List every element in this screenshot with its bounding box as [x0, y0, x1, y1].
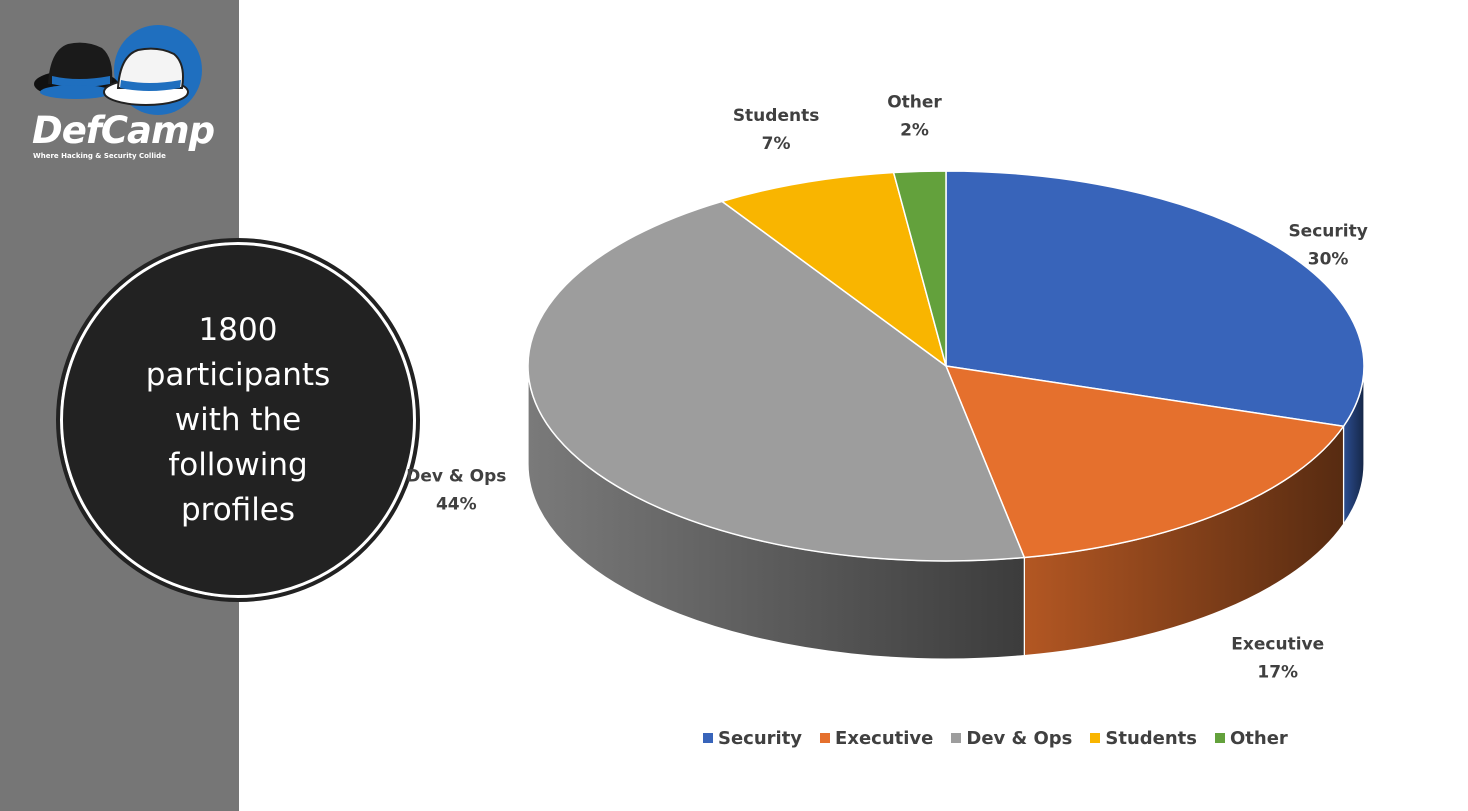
legend-item-security: Security — [703, 728, 802, 749]
data-label-name: Executive — [1231, 635, 1324, 655]
data-label-value: 30% — [1308, 249, 1349, 269]
legend-item-other: Other — [1215, 728, 1288, 749]
pie-slice-students — [720, 171, 948, 368]
data-label-executive: Executive 17% — [1231, 635, 1324, 683]
data-label-security: Security 30% — [1288, 221, 1367, 269]
badge-line: following — [168, 446, 308, 483]
brand-tagline: Where Hacking & Security Collide — [33, 152, 166, 160]
pie-data-labels: Security 30% Executive 17% Dev & Ops 44% Stude… — [406, 92, 1368, 682]
badge-line: 1800 — [198, 311, 278, 348]
data-label-name: Security — [1288, 221, 1367, 241]
data-label-other: Other 2% — [887, 92, 942, 140]
legend-label: Security — [718, 727, 803, 749]
defcamp-logo — [28, 18, 208, 168]
legend-swatch — [1090, 733, 1101, 743]
legend-label: Dev & Ops — [966, 727, 1073, 749]
legend-swatch — [820, 733, 831, 743]
brand-name: DefCamp — [32, 109, 215, 152]
participants-badge: 1800 participants with the following pro… — [56, 238, 420, 602]
data-label-name: Dev & Ops — [406, 466, 506, 486]
legend-swatch — [1215, 733, 1225, 743]
badge-line: with the — [174, 401, 302, 438]
chart-legend: Security Executive Dev & Ops Students Ot… — [703, 725, 1288, 751]
pie-side-walls — [527, 365, 1365, 660]
legend-swatch — [951, 733, 962, 743]
legend-item-dev-ops: Dev & Ops — [951, 728, 1072, 749]
data-label-value: 44% — [436, 494, 477, 514]
data-label-value: 2% — [900, 120, 929, 140]
pie-slice-dev-ops — [527, 200, 1026, 562]
data-label-dev-ops: Dev & Ops 44% — [406, 466, 506, 514]
pie-slice-security — [945, 170, 1365, 428]
pie-slice-executive — [944, 365, 1345, 559]
data-label-name: Students — [733, 106, 820, 126]
data-label-name: Other — [887, 92, 942, 112]
legend-item-students: Students — [1090, 728, 1197, 749]
data-label-students: Students 7% — [733, 106, 820, 154]
legend-label: Other — [1230, 727, 1288, 749]
legend-label: Students — [1105, 727, 1197, 749]
pie-slices — [527, 170, 1365, 562]
pie-slice-other — [892, 170, 947, 367]
legend-item-executive: Executive — [820, 728, 933, 749]
hats-icon — [34, 25, 202, 115]
badge-line: profiles — [180, 491, 296, 528]
badge-line: participants — [145, 356, 331, 393]
badge-text: 1800 participants with the following pro… — [118, 308, 358, 533]
data-label-value: 17% — [1257, 663, 1298, 683]
legend-label: Executive — [835, 727, 934, 749]
legend-swatch — [703, 733, 713, 743]
data-label-value: 7% — [762, 134, 791, 154]
